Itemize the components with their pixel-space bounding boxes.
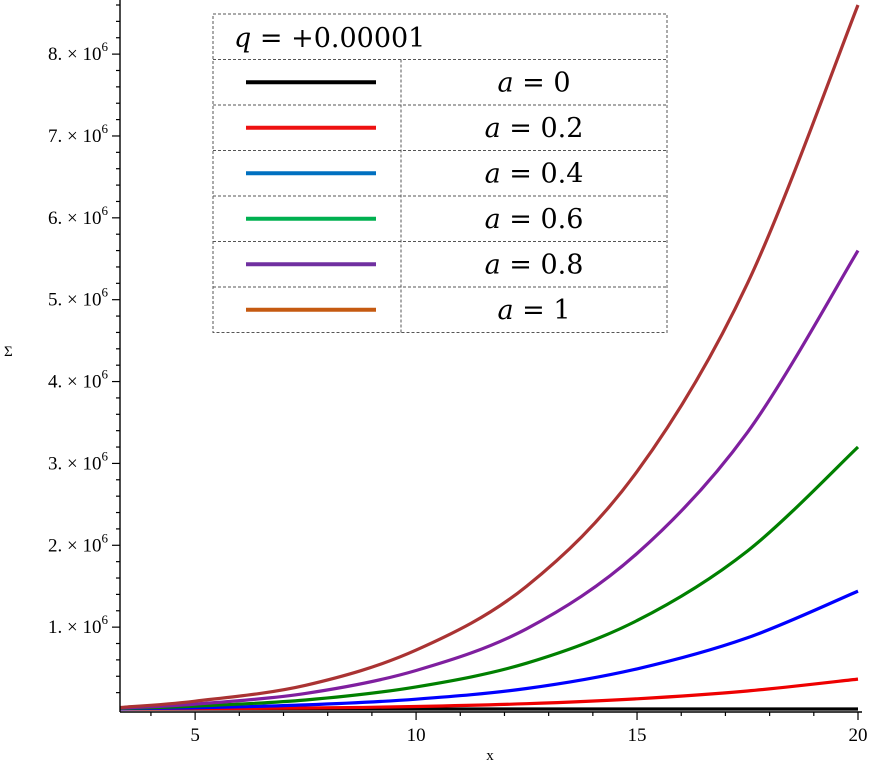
y-tick-label: 6. × 106	[48, 203, 108, 229]
y-tick-label: 7. × 106	[48, 121, 108, 147]
y-axis-title: Σ	[4, 344, 13, 360]
legend-label-0: a = 0	[497, 67, 570, 98]
x-axis-title: x	[486, 748, 494, 763]
series-line-4	[119, 249, 860, 710]
y-tick-label: 5. × 106	[48, 285, 108, 311]
x-tick-label: 5	[190, 725, 200, 746]
y-ticks: 1. × 106 2. × 106 3. × 106 4. × 106 5. × 106…	[48, 4, 120, 694]
legend-label-2: a = 0.4	[485, 158, 584, 189]
legend-label-1: a = 0.2	[485, 113, 584, 144]
series-line-5	[119, 4, 860, 710]
y-tick-label: 4. × 106	[48, 367, 108, 393]
series-layer	[119, 4, 860, 711]
axes	[119, 0, 862, 713]
series-line-3	[119, 445, 860, 710]
legend-label-4: a = 0.8	[485, 249, 584, 280]
legend-title: q = +0.00001	[234, 23, 425, 54]
x-tick-label: 20	[849, 725, 868, 746]
y-tick-label: 2. × 106	[48, 530, 108, 556]
x-tick-label: 10	[407, 725, 426, 746]
x-ticks: 5 10 15 20	[150, 712, 868, 746]
legend-box	[212, 13, 668, 333]
legend: q = +0.00001 a = 0 a = 0.2 a = 0.4 a = 0.6 a …	[212, 13, 668, 333]
series-line-2	[119, 589, 859, 711]
y-tick-label: 8. × 106	[48, 39, 108, 65]
legend-label-5: a = 1	[497, 295, 570, 326]
y-tick-label: 1. × 106	[48, 612, 108, 638]
x-tick-label: 15	[628, 725, 647, 746]
legend-label-3: a = 0.6	[485, 204, 584, 235]
y-tick-label: 3. × 106	[48, 448, 108, 474]
